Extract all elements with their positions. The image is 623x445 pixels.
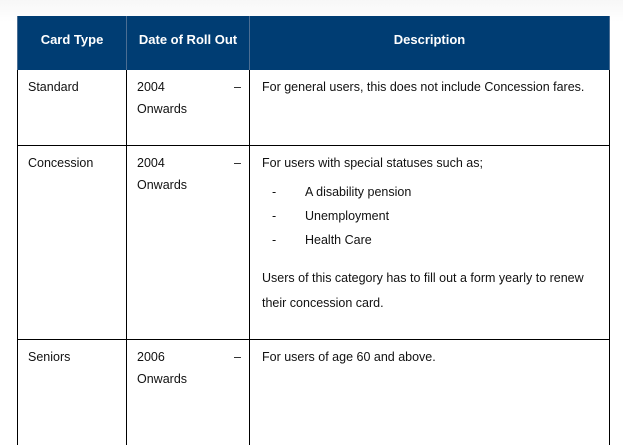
card-type-cell: Concession: [17, 145, 127, 340]
date-dash: –: [234, 155, 241, 170]
date-year: 2004: [137, 155, 165, 170]
bullet-text: A disability pension: [305, 184, 412, 199]
date-cell: 2004 – Onwards: [126, 70, 250, 146]
header-card-type: Card Type: [17, 16, 127, 70]
list-item: - Unemployment: [262, 204, 601, 228]
date-year: 2004: [137, 80, 165, 94]
bullet-text: Unemployment: [305, 208, 390, 223]
date-suffix: Onwards: [137, 102, 188, 116]
header-date-of-roll-out: Date of Roll Out: [126, 16, 250, 70]
table-header-row: Card Type Date of Roll Out Description: [17, 16, 610, 70]
card-type-cell: Seniors: [17, 339, 127, 445]
date-cell: 2004 – Onwards: [126, 145, 250, 340]
bullet-text: Health Care: [305, 232, 372, 247]
card-types-table: Card Type Date of Roll Out Description S…: [17, 16, 610, 445]
date-dash: –: [234, 80, 241, 94]
header-description: Description: [249, 16, 610, 70]
date-suffix: Onwards: [137, 371, 188, 386]
date-dash: –: [234, 349, 241, 364]
card-type-cell: Standard: [17, 70, 127, 146]
description-text: For users of age 60 and above.: [262, 349, 436, 364]
date-line: 2006 –: [137, 346, 241, 368]
date-line: 2004 –: [137, 152, 241, 174]
bullet-dash: -: [272, 208, 277, 223]
table-row: Seniors 2006 – Onwards For users of age …: [17, 339, 610, 445]
bullet-list: - A disability pension - Unemployment - …: [262, 180, 601, 252]
bullet-dash: -: [272, 232, 277, 247]
description-cell: For users of age 60 and above.: [249, 339, 610, 445]
date-cell: 2006 – Onwards: [126, 339, 250, 445]
list-item: - A disability pension: [262, 180, 601, 204]
list-item: - Health Care: [262, 228, 601, 252]
date-year: 2006: [137, 349, 165, 364]
date-suffix: Onwards: [137, 177, 188, 192]
table-row: Standard 2004 – Onwards For general user…: [17, 70, 610, 146]
table-row: Concession 2004 – Onwards For users with…: [17, 145, 610, 340]
description-cell: For users with special statuses such as;…: [249, 145, 610, 340]
description-text: For general users, this does not include…: [262, 80, 585, 94]
description-text: For users with special statuses such as;: [262, 155, 483, 170]
bullet-dash: -: [272, 184, 277, 199]
description-extra-text: Users of this category has to fill out a…: [262, 270, 584, 310]
description-cell: For general users, this does not include…: [249, 70, 610, 146]
date-line: 2004 –: [137, 76, 241, 98]
